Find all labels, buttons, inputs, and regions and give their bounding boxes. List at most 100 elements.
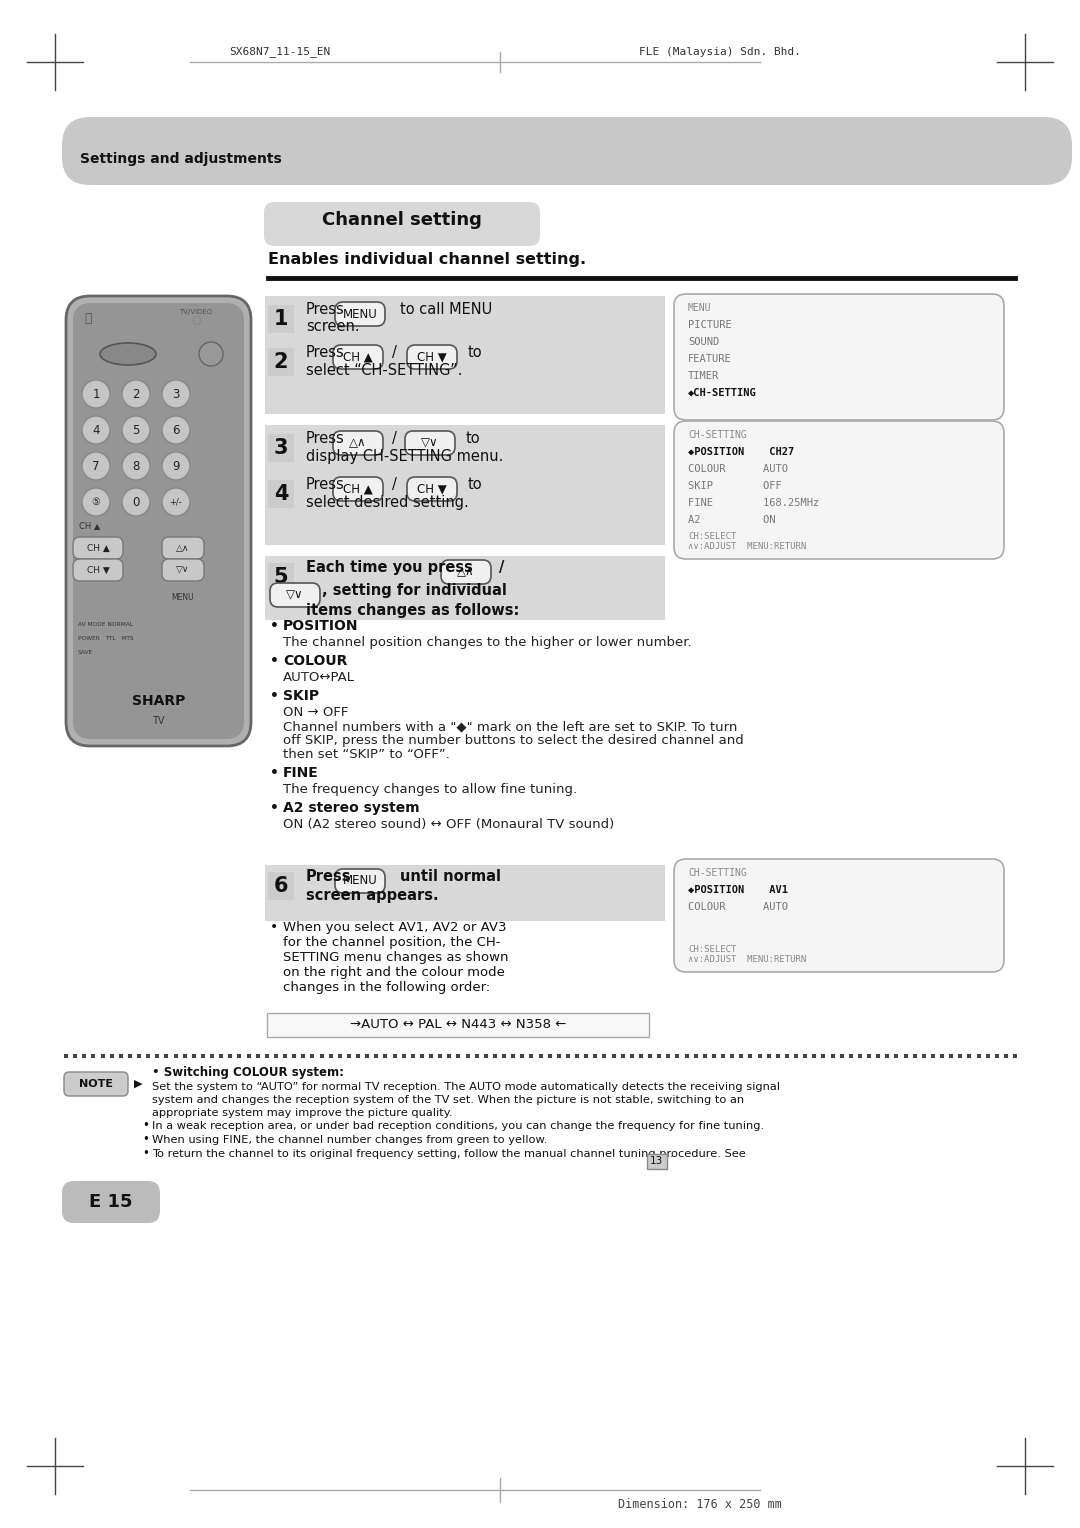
FancyBboxPatch shape	[674, 422, 1004, 559]
Text: SAVE: SAVE	[78, 649, 93, 656]
Text: Enables individual channel setting.: Enables individual channel setting.	[268, 252, 586, 267]
Text: 4: 4	[273, 484, 288, 504]
Text: SOUND: SOUND	[688, 338, 719, 347]
Text: ◆POSITION    CH27: ◆POSITION CH27	[688, 448, 794, 457]
Text: then set “SKIP” to “OFF”.: then set “SKIP” to “OFF”.	[283, 749, 450, 761]
FancyBboxPatch shape	[270, 584, 320, 607]
Text: /: /	[392, 345, 396, 361]
Text: △∧: △∧	[457, 565, 475, 579]
Text: .: .	[670, 1149, 673, 1160]
Text: SX68N7_11-15_EN: SX68N7_11-15_EN	[229, 46, 330, 58]
Circle shape	[199, 342, 222, 367]
Text: 4: 4	[92, 423, 99, 437]
Text: CH-SETTING: CH-SETTING	[688, 868, 746, 879]
Text: Set the system to “AUTO” for normal TV reception. The AUTO mode automatically de: Set the system to “AUTO” for normal TV r…	[152, 1082, 780, 1093]
Text: CH:SELECT: CH:SELECT	[688, 944, 737, 953]
Text: POWER   TTL   MTS: POWER TTL MTS	[78, 636, 134, 642]
Text: COLOUR      AUTO: COLOUR AUTO	[688, 902, 788, 912]
Text: MENU: MENU	[342, 307, 377, 321]
FancyBboxPatch shape	[441, 559, 491, 584]
Text: TV: TV	[152, 717, 165, 726]
Text: •: •	[270, 766, 279, 779]
FancyBboxPatch shape	[73, 559, 123, 581]
Text: POSITION: POSITION	[283, 619, 359, 633]
Circle shape	[162, 452, 190, 480]
FancyBboxPatch shape	[265, 296, 665, 414]
Text: COLOUR: COLOUR	[283, 654, 348, 668]
Text: 2: 2	[132, 388, 139, 400]
Text: Press: Press	[306, 869, 351, 885]
FancyBboxPatch shape	[333, 345, 383, 368]
Text: CH ▲: CH ▲	[79, 521, 100, 530]
Text: Dimension: 176 x 250 mm: Dimension: 176 x 250 mm	[618, 1497, 782, 1511]
Text: O: O	[191, 315, 201, 329]
Text: Press: Press	[306, 431, 345, 446]
Text: 9: 9	[172, 460, 179, 472]
FancyBboxPatch shape	[268, 480, 294, 507]
Text: off SKIP, press the number buttons to select the desired channel and: off SKIP, press the number buttons to se…	[283, 733, 744, 747]
Text: Channel setting: Channel setting	[322, 211, 482, 229]
Text: CH ▼: CH ▼	[417, 483, 447, 495]
Text: PICTURE: PICTURE	[688, 319, 732, 330]
Text: To return the channel to its original frequency setting, follow the manual chann: To return the channel to its original fr…	[152, 1149, 750, 1160]
Text: 8: 8	[133, 460, 139, 472]
Text: ON → OFF: ON → OFF	[283, 706, 349, 720]
Text: • Switching COLOUR system:: • Switching COLOUR system:	[152, 1067, 345, 1079]
Text: screen.: screen.	[306, 319, 360, 335]
Text: changes in the following order:: changes in the following order:	[283, 981, 490, 995]
FancyBboxPatch shape	[265, 556, 665, 620]
FancyBboxPatch shape	[407, 345, 457, 368]
Text: 2: 2	[273, 351, 288, 371]
Text: ▶: ▶	[134, 1079, 143, 1089]
FancyBboxPatch shape	[62, 118, 1072, 185]
FancyBboxPatch shape	[268, 434, 294, 461]
Text: 3: 3	[273, 439, 288, 458]
Circle shape	[82, 380, 110, 408]
Text: , setting for individual: , setting for individual	[322, 584, 507, 597]
Text: SKIP: SKIP	[283, 689, 319, 703]
Text: •: •	[270, 689, 279, 703]
Text: CH ▼: CH ▼	[86, 565, 109, 575]
Text: MENU: MENU	[172, 593, 194, 602]
Circle shape	[122, 380, 150, 408]
Ellipse shape	[100, 342, 156, 365]
Text: until normal: until normal	[400, 869, 501, 885]
FancyBboxPatch shape	[268, 348, 294, 376]
Text: system and changes the reception system of the TV set. When the picture is not s: system and changes the reception system …	[152, 1096, 744, 1105]
Text: /: /	[499, 559, 504, 575]
Text: ▽∨: ▽∨	[176, 565, 190, 575]
FancyBboxPatch shape	[265, 865, 665, 921]
Text: When using FINE, the channel number changes from green to yellow.: When using FINE, the channel number chan…	[152, 1135, 548, 1144]
Text: •: •	[141, 1132, 149, 1146]
Text: CH ▼: CH ▼	[417, 350, 447, 364]
Text: The frequency changes to allow fine tuning.: The frequency changes to allow fine tuni…	[283, 782, 577, 796]
FancyBboxPatch shape	[268, 872, 294, 900]
Circle shape	[82, 487, 110, 516]
Text: •: •	[270, 654, 279, 668]
FancyBboxPatch shape	[265, 425, 665, 545]
Text: 1: 1	[92, 388, 99, 400]
Text: MENU: MENU	[342, 874, 377, 888]
Text: CH ▲: CH ▲	[343, 350, 373, 364]
Circle shape	[162, 380, 190, 408]
Circle shape	[122, 452, 150, 480]
Text: 3: 3	[173, 388, 179, 400]
Text: 5: 5	[273, 567, 288, 587]
Text: +/-: +/-	[170, 498, 183, 506]
Text: △∧: △∧	[349, 437, 367, 449]
Circle shape	[82, 452, 110, 480]
Text: select desired setting.: select desired setting.	[306, 495, 469, 510]
FancyBboxPatch shape	[264, 202, 540, 246]
Circle shape	[82, 416, 110, 445]
Text: The channel position changes to the higher or lower number.: The channel position changes to the high…	[283, 636, 691, 649]
Text: /: /	[392, 431, 396, 446]
Text: ▽∨: ▽∨	[286, 588, 303, 602]
Text: Settings and adjustments: Settings and adjustments	[80, 151, 282, 167]
FancyBboxPatch shape	[267, 1013, 649, 1038]
Text: FLE (Malaysia) Sdn. Bhd.: FLE (Malaysia) Sdn. Bhd.	[639, 47, 801, 57]
Text: Press: Press	[306, 345, 345, 361]
FancyBboxPatch shape	[73, 303, 244, 740]
Text: on the right and the colour mode: on the right and the colour mode	[283, 966, 504, 979]
Text: △∧: △∧	[176, 544, 190, 553]
Text: to: to	[468, 345, 483, 361]
